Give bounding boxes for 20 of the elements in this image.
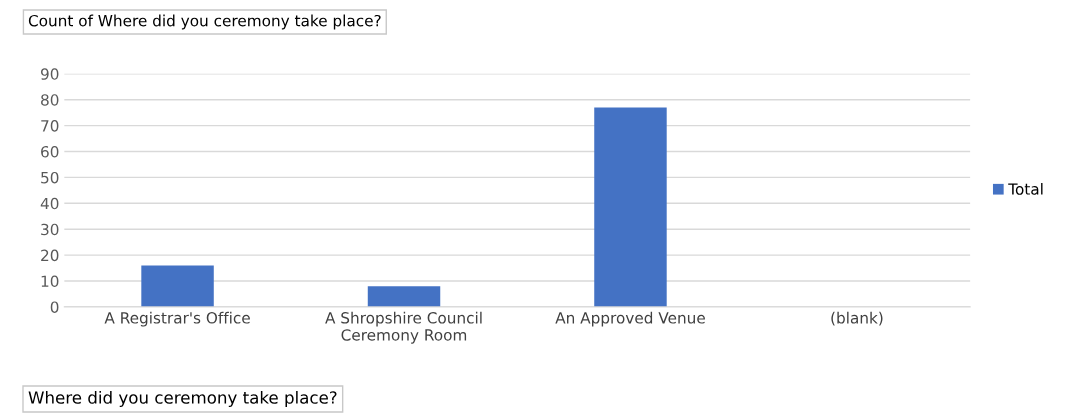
- x-tick-label: A Registrar's Office: [104, 311, 250, 327]
- y-tick-label: 40: [40, 197, 59, 210]
- chart-title: Count of Where did you ceremony take place?: [28, 14, 381, 30]
- y-tick-label: 70: [41, 120, 59, 132]
- x-tick-label: A Shropshire Council Ceremony Room: [325, 311, 482, 344]
- x-tick-label: An Approved Venue: [555, 311, 705, 327]
- y-tick-label: 30: [41, 223, 59, 236]
- bar: [367, 286, 441, 307]
- y-tick-label: 20: [41, 249, 59, 262]
- legend-label: Total: [1008, 182, 1043, 195]
- x-tick-label: (blank): [831, 311, 883, 326]
- y-tick-label: 50: [41, 171, 59, 184]
- y-tick-label: 90: [40, 68, 59, 80]
- y-tick-label: 0: [50, 301, 59, 313]
- x-axis-title: Where did you ceremony take place?: [28, 390, 337, 408]
- y-tick-label: 10: [41, 275, 59, 288]
- bar: [141, 265, 214, 307]
- y-tick-label: 60: [41, 145, 59, 158]
- bar: [594, 107, 667, 307]
- y-tick-label: 80: [41, 94, 59, 106]
